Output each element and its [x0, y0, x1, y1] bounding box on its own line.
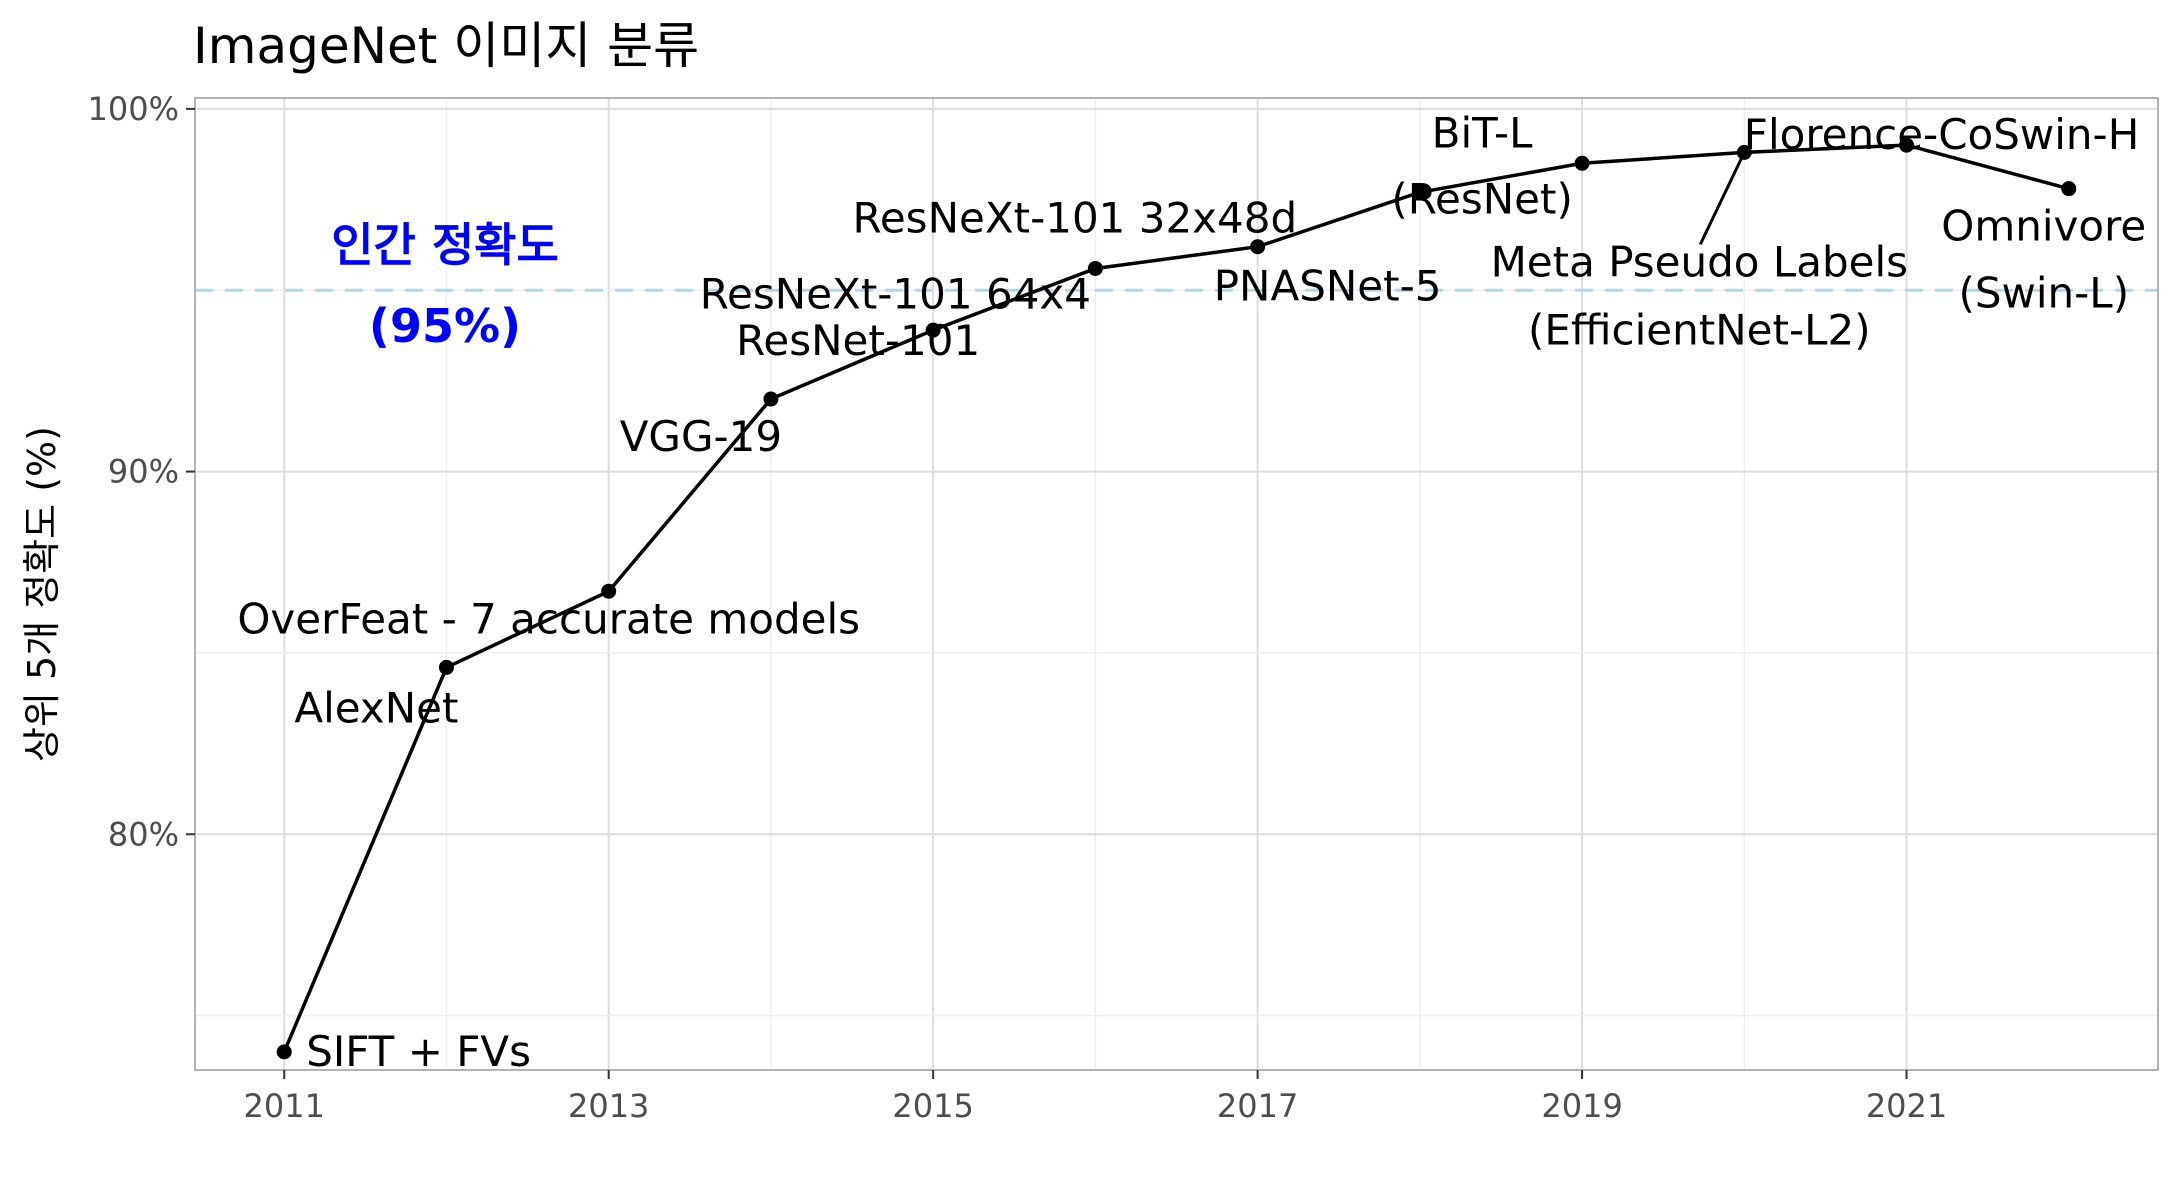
y-tick-label: 90%: [108, 453, 179, 491]
data-point: [1899, 137, 1915, 153]
y-axis: 80% 90% 100%: [88, 90, 195, 853]
point-label: Meta Pseudo Labels: [1491, 237, 1908, 286]
point-label: ResNet-101: [736, 316, 980, 365]
data-point: [1574, 155, 1590, 171]
point-label: (ResNet): [1391, 174, 1573, 223]
point-label: Omnivore: [1941, 202, 2146, 251]
data-point: [438, 659, 454, 675]
data-point: [601, 583, 617, 599]
human-accuracy-label-line: (95%): [369, 299, 521, 353]
point-label: BiT-L: [1432, 108, 1533, 157]
label-leader-lines: [1698, 151, 1746, 246]
data-point: [1412, 184, 1428, 200]
data-point: [1087, 260, 1103, 276]
plot-panel: [194, 97, 2159, 1071]
grid: [195, 98, 2158, 1070]
x-tick-label: 2017: [1217, 1087, 1298, 1125]
data-point: [1736, 144, 1752, 160]
point-label: ResNeXt-101 64x4: [700, 269, 1091, 318]
data-points: [276, 137, 2077, 1060]
y-axis-label: 상위 5개 정확도 (%): [20, 426, 64, 762]
x-tick-label: 2011: [244, 1087, 325, 1125]
point-label: PNASNet-5: [1214, 262, 1442, 311]
chart-title: ImageNet 이미지 분류: [193, 17, 699, 75]
point-label: ResNeXt-101 32x48d: [853, 193, 1298, 242]
point-label: VGG-19: [620, 412, 782, 461]
data-point: [763, 391, 779, 407]
point-label: SIFT + FVs: [306, 1027, 531, 1076]
human-accuracy-label-line: 인간 정확도: [331, 218, 559, 272]
point-label: Florence-CoSwin-H: [1744, 110, 2139, 159]
x-tick-label: 2019: [1541, 1087, 1622, 1125]
leader-line: [1698, 151, 1746, 246]
x-axis: 2011 2013 2015 2017 2019 2021: [244, 1070, 1947, 1125]
y-tick-label: 100%: [88, 90, 179, 128]
x-tick-label: 2015: [892, 1087, 973, 1125]
point-label: (Swin-L): [1958, 269, 2129, 318]
data-point: [2061, 181, 2077, 197]
human-accuracy-label: 인간 정확도 (95%): [331, 218, 559, 353]
point-labels: SIFT + FVs AlexNet OverFeat - 7 accurate m…: [237, 108, 2146, 1076]
data-point: [1250, 239, 1266, 255]
data-point: [925, 322, 941, 338]
point-label: AlexNet: [294, 683, 458, 732]
point-label: OverFeat - 7 accurate models: [237, 594, 860, 643]
accuracy-series-line: [282, 143, 2070, 1053]
point-label: (EfficientNet-L2): [1528, 305, 1871, 354]
data-point: [276, 1044, 292, 1060]
y-tick-label: 80%: [108, 815, 179, 853]
x-tick-label: 2013: [568, 1087, 649, 1125]
x-tick-label: 2021: [1866, 1087, 1947, 1125]
